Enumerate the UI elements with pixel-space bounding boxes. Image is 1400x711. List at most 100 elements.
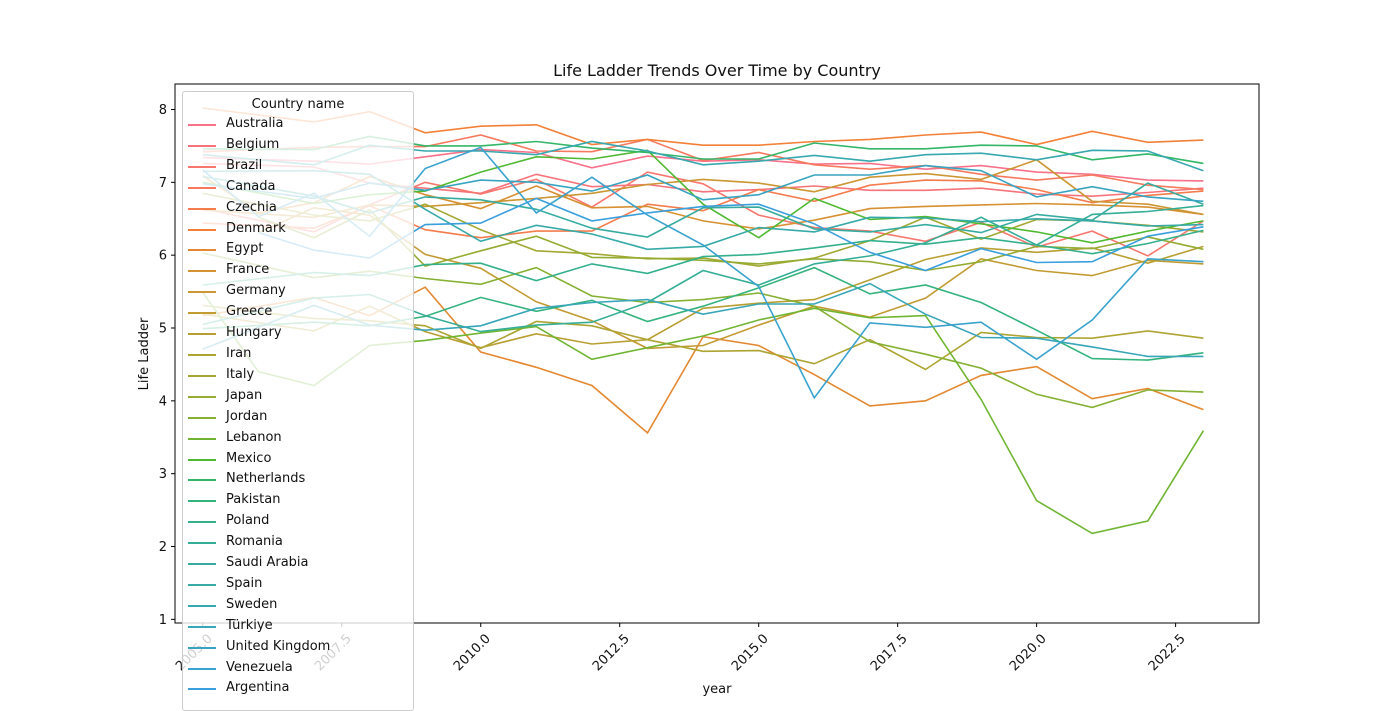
legend-swatch <box>188 395 216 398</box>
legend-entry: United Kingdom <box>183 637 413 658</box>
legend-label: Japan <box>226 387 263 403</box>
legend-swatch <box>188 186 216 189</box>
legend-label: Brazil <box>226 157 263 173</box>
legend-label: Italy <box>226 366 255 382</box>
series-line-10 <box>202 245 1204 349</box>
series-line-17 <box>202 135 1204 165</box>
x-tick-label: 2015.0 <box>729 631 772 674</box>
legend: Country name Australia Belgium Brazil Canad… <box>182 91 414 711</box>
legend-swatch <box>188 228 216 231</box>
legend-label: Lebanon <box>226 429 282 445</box>
series-line-18 <box>202 266 1204 361</box>
legend-entry: Netherlands <box>183 469 413 490</box>
x-tick-label: 2022.5 <box>1146 631 1189 674</box>
series-line-9 <box>258 206 1204 350</box>
x-tick-label: 2020.0 <box>1007 631 1050 674</box>
legend-label: Sweden <box>226 596 278 612</box>
series-line-24 <box>202 282 1204 358</box>
legend-entry: Iran <box>183 344 413 365</box>
legend-swatch <box>188 521 216 524</box>
legend-entry: Türkiye <box>183 616 413 637</box>
legend-entry: Romania <box>183 532 413 553</box>
legend-swatch <box>188 479 216 482</box>
legend-swatch <box>188 625 216 628</box>
legend-swatch <box>188 124 216 126</box>
x-tick-label: 2017.5 <box>868 631 911 674</box>
legend-entry: Egypt <box>183 239 413 260</box>
legend-swatch <box>188 270 216 273</box>
legend-entry: Belgium <box>183 135 413 156</box>
series-line-11 <box>202 304 1204 371</box>
legend-entry: Germany <box>183 281 413 302</box>
legend-swatch <box>188 165 216 168</box>
legend-entry: Venezuela <box>183 658 413 679</box>
legend-swatch <box>188 583 216 586</box>
legend-label: Egypt <box>226 241 264 257</box>
legend-entry: Saudi Arabia <box>183 553 413 574</box>
legend-entry: Denmark <box>183 219 413 240</box>
series-line-21 <box>202 175 1204 238</box>
legend-swatch <box>188 144 216 147</box>
y-axis-ticks: 1 2 3 4 5 6 7 8 <box>159 103 175 628</box>
legend-swatch <box>188 646 216 649</box>
series-line-6 <box>202 286 1204 435</box>
legend-swatch <box>188 542 216 545</box>
series-line-4 <box>202 179 1204 239</box>
legend-swatch <box>188 563 216 566</box>
legend-label: Spain <box>226 575 263 591</box>
legend-entry: Argentina <box>183 678 413 699</box>
legend-entry: Hungary <box>183 323 413 344</box>
legend-swatch <box>188 353 216 356</box>
legend-label: France <box>226 262 270 278</box>
legend-entry: Greece <box>183 302 413 323</box>
legend-entry: France <box>183 260 413 281</box>
legend-label: Türkiye <box>226 617 273 633</box>
x-tick-label: 2012.5 <box>590 631 633 674</box>
legend-entry: Australia <box>183 114 413 135</box>
legend-entry: Japan <box>183 386 413 407</box>
legend-label: Argentina <box>226 680 290 696</box>
legend-label: Saudi Arabia <box>226 555 309 571</box>
series-line-27 <box>258 197 1204 272</box>
y-tick-label: 6 <box>159 249 167 264</box>
legend-swatch <box>188 437 216 440</box>
legend-label: Iran <box>226 345 252 361</box>
legend-swatch <box>188 249 216 252</box>
legend-entry: Mexico <box>183 449 413 470</box>
legend-swatch <box>188 416 216 419</box>
series-line-22 <box>202 169 1204 251</box>
legend-entry: Poland <box>183 511 413 532</box>
legend-entry: Pakistan <box>183 490 413 511</box>
legend-swatch <box>188 312 216 315</box>
legend-swatch <box>188 458 216 461</box>
y-tick-label: 2 <box>159 540 167 555</box>
legend-swatch <box>188 207 216 210</box>
series-line-16 <box>202 149 1204 244</box>
series-line-3 <box>202 134 1204 191</box>
series-line-20 <box>202 204 1204 333</box>
legend-swatch <box>188 604 216 607</box>
legend-title: Country name <box>251 97 345 112</box>
plot-area-frame <box>174 83 1260 624</box>
legend-items: Australia Belgium Brazil Canada Czechia Denma… <box>183 114 413 699</box>
legend-label: Venezuela <box>226 659 293 675</box>
legend-label: Czechia <box>226 199 277 215</box>
y-tick-label: 4 <box>159 394 167 409</box>
y-tick-label: 5 <box>159 322 167 337</box>
legend-label: Netherlands <box>226 471 306 487</box>
series-line-23 <box>202 140 1204 172</box>
legend-entry: Lebanon <box>183 428 413 449</box>
legend-label: Poland <box>226 513 270 529</box>
y-tick-label: 1 <box>159 613 167 628</box>
x-tick-label: 2010.0 <box>451 631 494 674</box>
legend-entry: Jordan <box>183 407 413 428</box>
series-line-19 <box>202 229 1204 286</box>
legend-label: United Kingdom <box>226 638 331 654</box>
legend-label: Australia <box>226 116 284 131</box>
legend-swatch <box>188 333 216 336</box>
legend-swatch <box>188 291 216 294</box>
legend-swatch <box>188 688 216 691</box>
legend-label: Jordan <box>226 408 268 424</box>
chart-title: Life Ladder Trends Over Time by Country <box>553 61 881 80</box>
